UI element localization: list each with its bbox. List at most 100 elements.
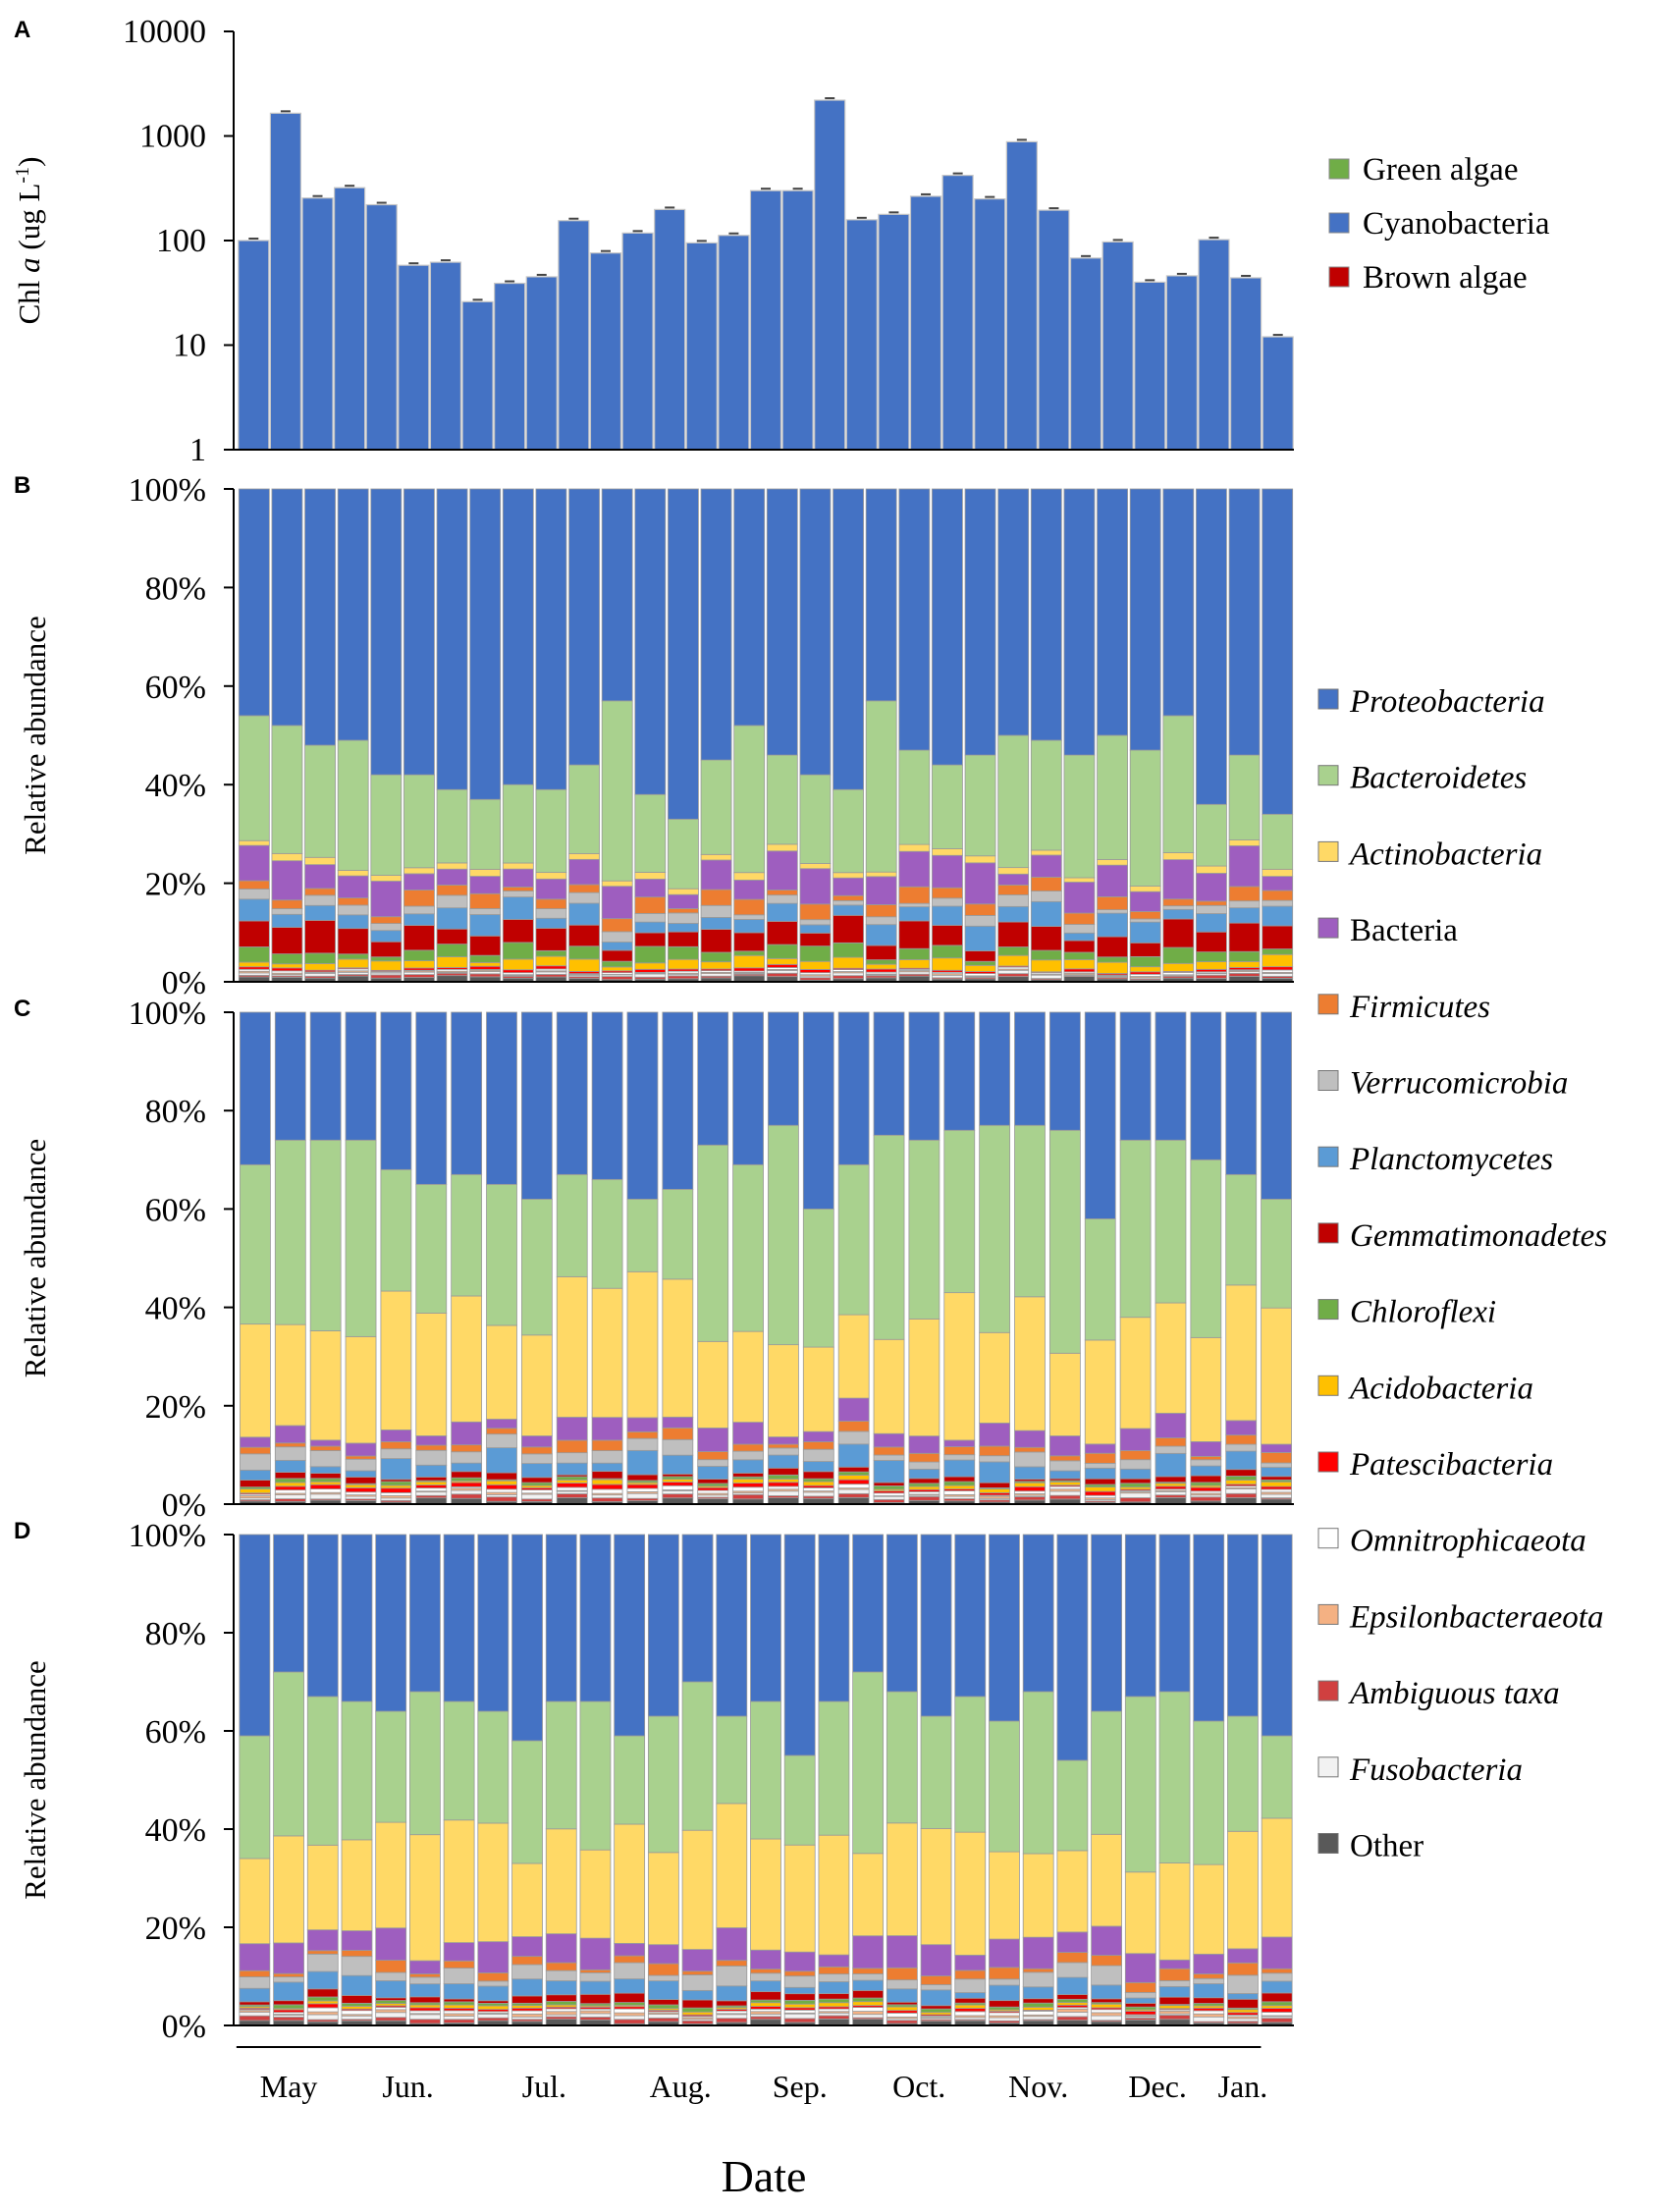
stacked-bar — [486, 1011, 517, 1505]
bar-segment — [750, 1838, 781, 1951]
bar-segment — [732, 1011, 764, 1165]
bar-segment — [337, 953, 369, 960]
bar-segment — [662, 1479, 694, 1483]
bar-segment — [469, 892, 502, 909]
bar-segment — [614, 1978, 646, 1994]
bar-segment — [274, 1442, 306, 1448]
bar-segment — [837, 1484, 870, 1489]
bar-segment — [1030, 974, 1062, 979]
bar-segment — [1228, 950, 1261, 962]
bar-segment — [799, 488, 832, 776]
legend-label: Acidobacteria — [1348, 1371, 1533, 1406]
bar-segment — [409, 1691, 441, 1836]
bar-segment — [614, 1823, 646, 1944]
bar-segment — [451, 1173, 483, 1297]
bar-segment — [579, 1534, 612, 1702]
bar-segment — [415, 1464, 448, 1478]
bar-segment — [832, 904, 864, 916]
bar-segment — [997, 734, 1030, 869]
legend-label: Omnitrophicaeota — [1350, 1524, 1586, 1559]
bar-segment — [370, 488, 403, 776]
bar-segment — [1193, 2007, 1225, 2012]
bar-segment — [240, 1469, 271, 1481]
bar-segment — [409, 1834, 441, 1962]
bar-segment — [309, 1493, 342, 1500]
bar-segment — [908, 1461, 940, 1470]
bar-segment — [873, 1492, 905, 1496]
chl-bar — [365, 203, 398, 451]
bar-segment — [1030, 849, 1062, 856]
bar-segment — [733, 898, 766, 916]
bar-segment — [375, 1960, 407, 1973]
bar-segment — [568, 764, 600, 854]
bar-segment — [1056, 2012, 1089, 2018]
bar-segment — [802, 1011, 834, 1210]
bar-segment — [274, 1489, 306, 1494]
bar-segment — [1158, 1534, 1191, 1693]
bar-segment — [535, 908, 567, 919]
bar-segment — [768, 1485, 799, 1490]
bar-segment — [1097, 859, 1128, 866]
bar-segment — [1261, 2008, 1293, 2013]
bar-segment — [1225, 1450, 1258, 1471]
bar-segment — [1063, 882, 1096, 914]
bar-segment — [469, 908, 502, 915]
bar-segment — [271, 852, 303, 862]
bar-segment — [451, 1482, 483, 1487]
bar-segment — [1261, 1481, 1292, 1487]
stacked-bar — [469, 488, 502, 983]
chl-bar — [461, 300, 494, 451]
bar-segment — [964, 754, 996, 857]
bar-segment — [1084, 1486, 1116, 1492]
bar-segment — [306, 1970, 339, 1990]
y-tick-label: 40% — [145, 768, 206, 804]
bar-segment — [768, 1490, 799, 1496]
bar-segment — [1158, 1862, 1191, 1961]
bar-segment — [1063, 932, 1096, 942]
bar-segment — [1227, 2009, 1259, 2014]
bar-segment — [943, 1490, 976, 1495]
bar-segment — [818, 2015, 850, 2020]
bar-segment — [1225, 1173, 1258, 1286]
stacked-bar — [837, 1011, 870, 1505]
phylum-legend: Proteobacteria Bacteroidetes Actinobacteri… — [1317, 684, 1607, 1864]
y-tick-label: 80% — [145, 570, 206, 607]
bar-segment — [865, 968, 897, 973]
bar-segment — [1056, 2008, 1089, 2013]
bar-segment — [943, 1292, 976, 1441]
bar-segment — [732, 1163, 764, 1332]
bar-segment — [852, 1671, 885, 1855]
bar-segment — [403, 488, 435, 776]
bar-segment — [238, 898, 270, 922]
bar-segment — [443, 1960, 475, 1969]
bar-segment — [415, 1011, 448, 1185]
bar-segment — [908, 1435, 940, 1454]
bar-segment — [568, 884, 600, 893]
legend-label: Cyanobacteria — [1363, 206, 1550, 242]
bar-segment — [832, 872, 864, 879]
bar-segment — [1225, 1284, 1258, 1422]
bar-segment — [908, 1478, 940, 1484]
bar-segment — [239, 1976, 271, 1989]
bar-segment — [768, 1124, 799, 1346]
bar-segment — [997, 905, 1030, 923]
bar-segment — [502, 890, 534, 897]
bar-segment — [1228, 845, 1261, 888]
bar-segment — [1097, 956, 1128, 963]
bar-segment — [1014, 1496, 1046, 1501]
bar-segment — [309, 1445, 342, 1451]
bar-segment — [1014, 1430, 1046, 1448]
bar-segment — [409, 2019, 441, 2024]
bar-segment — [908, 1139, 940, 1320]
bar-segment — [768, 1436, 799, 1445]
bar-segment — [662, 1011, 694, 1190]
bar-segment — [443, 2016, 475, 2021]
bar-segment — [273, 2004, 304, 2010]
bar-segment — [681, 1974, 714, 1991]
bar-segment — [591, 1471, 623, 1480]
chl-bar — [1262, 336, 1294, 451]
bar-segment — [908, 1452, 940, 1463]
bar-segment — [273, 1942, 304, 1974]
bar-segment — [1228, 839, 1261, 846]
bar-segment — [341, 2002, 373, 2007]
